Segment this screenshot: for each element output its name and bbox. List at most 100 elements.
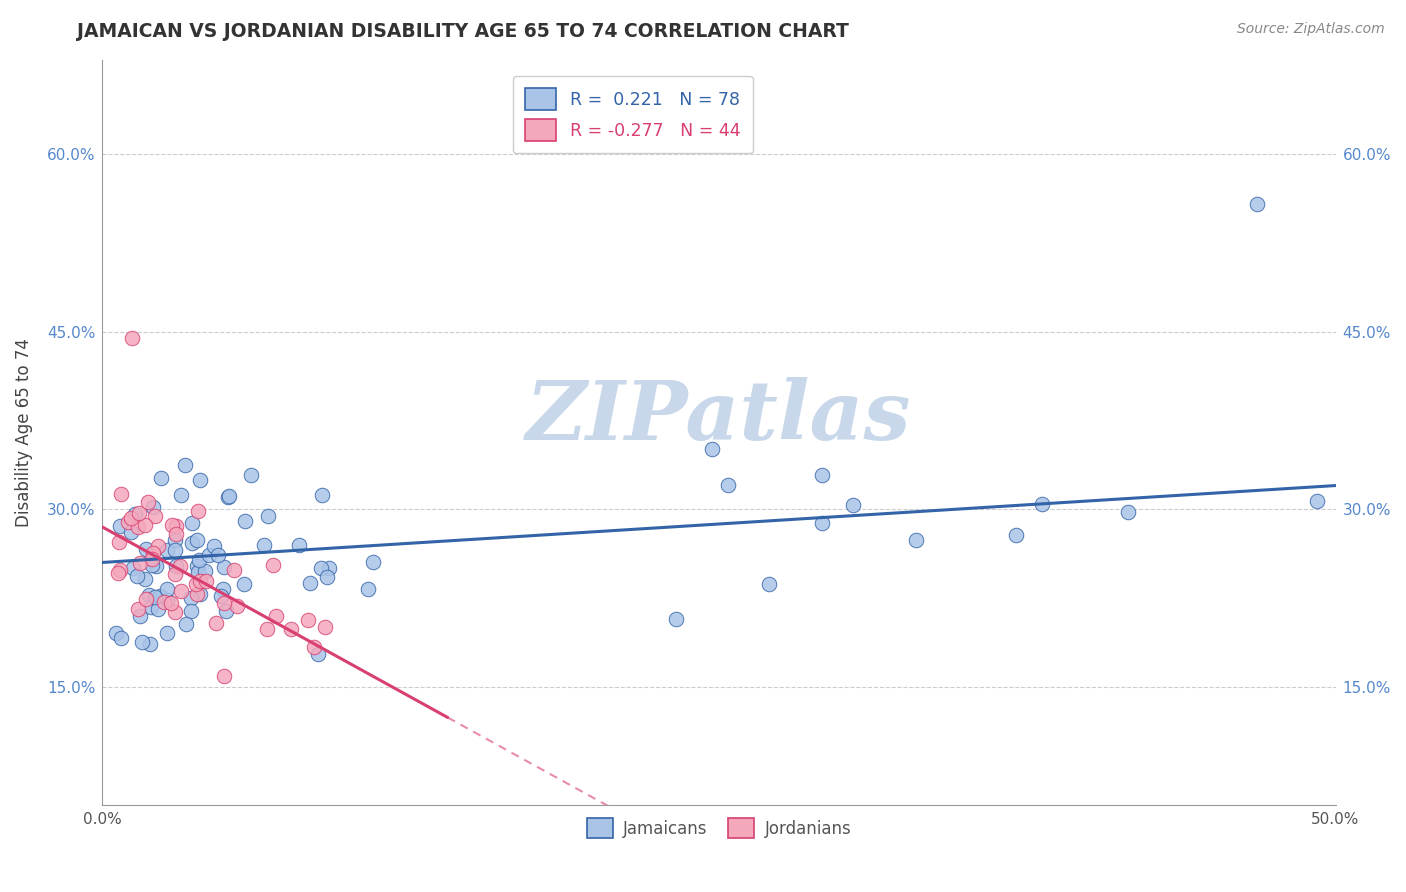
Point [146, 602, 169, 616]
Point [302, 640, 325, 655]
Point [904, 533, 927, 547]
Point [108, 519, 131, 533]
Point [110, 487, 132, 501]
Point [810, 516, 832, 530]
Point [810, 467, 832, 482]
Point [146, 539, 169, 553]
Point [188, 553, 211, 567]
Point [187, 504, 209, 518]
Y-axis label: Disability Age 65 to 74: Disability Age 65 to 74 [15, 338, 32, 527]
Point [188, 574, 211, 588]
Point [225, 599, 247, 614]
Point [309, 561, 332, 575]
Text: Source: ZipAtlas.com: Source: ZipAtlas.com [1237, 22, 1385, 37]
Point [117, 515, 139, 529]
Point [180, 536, 202, 550]
Point [212, 668, 235, 682]
Point [214, 596, 236, 610]
Point [195, 574, 218, 588]
Point [129, 609, 152, 624]
Point [316, 569, 339, 583]
Point [842, 499, 865, 513]
Point [150, 471, 173, 485]
Point [197, 548, 219, 562]
Point [256, 622, 278, 636]
Point [169, 559, 191, 574]
Point [233, 514, 256, 528]
Point [1118, 505, 1140, 519]
Point [361, 555, 384, 569]
Point [170, 584, 193, 599]
Point [665, 612, 688, 626]
Point [173, 458, 195, 472]
Point [165, 527, 187, 541]
Point [120, 524, 142, 539]
Point [209, 589, 232, 603]
Point [184, 577, 207, 591]
Point [180, 604, 202, 618]
Point [1306, 493, 1329, 508]
Point [127, 602, 149, 616]
Point [156, 625, 179, 640]
Point [1005, 528, 1028, 542]
Point [298, 576, 321, 591]
Point [218, 489, 240, 503]
Point [187, 566, 209, 580]
Point [148, 589, 170, 603]
Point [174, 617, 197, 632]
Point [135, 542, 157, 557]
Point [165, 559, 187, 574]
Point [297, 613, 319, 627]
Point [135, 591, 157, 606]
Point [141, 552, 163, 566]
Point [181, 516, 204, 530]
Point [212, 559, 235, 574]
Point [145, 559, 167, 574]
Point [180, 591, 202, 606]
Point [105, 626, 128, 640]
Point [311, 488, 333, 502]
Point [165, 518, 187, 533]
Point [262, 558, 284, 573]
Text: JAMAICAN VS JORDANIAN DISABILITY AGE 65 TO 74 CORRELATION CHART: JAMAICAN VS JORDANIAN DISABILITY AGE 65 … [77, 22, 849, 41]
Point [202, 539, 225, 553]
Point [188, 474, 211, 488]
Point [134, 517, 156, 532]
Point [143, 591, 166, 605]
Point [165, 566, 187, 581]
Point [127, 520, 149, 534]
Point [253, 538, 276, 552]
Point [207, 548, 229, 562]
Point [107, 534, 129, 549]
Point [129, 556, 152, 570]
Point [141, 558, 163, 572]
Point [186, 533, 208, 547]
Point [141, 600, 163, 615]
Point [163, 533, 186, 548]
Point [120, 511, 142, 525]
Point [1246, 197, 1268, 211]
Point [314, 619, 336, 633]
Point [125, 568, 148, 582]
Point [257, 509, 280, 524]
Point [134, 572, 156, 586]
Point [211, 582, 233, 596]
Point [156, 582, 179, 596]
Point [122, 561, 145, 575]
Point [264, 608, 287, 623]
Point [156, 592, 179, 607]
Point [170, 488, 193, 502]
Point [160, 518, 183, 533]
Point [233, 577, 256, 591]
Point [142, 500, 165, 514]
Point [357, 582, 380, 596]
Point [194, 564, 217, 578]
Point [108, 563, 131, 577]
Point [239, 468, 262, 483]
Point [143, 509, 166, 524]
Point [215, 604, 238, 618]
Legend: Jamaicans, Jordanians: Jamaicans, Jordanians [581, 812, 858, 845]
Point [138, 637, 160, 651]
Point [163, 605, 186, 619]
Point [217, 491, 239, 505]
